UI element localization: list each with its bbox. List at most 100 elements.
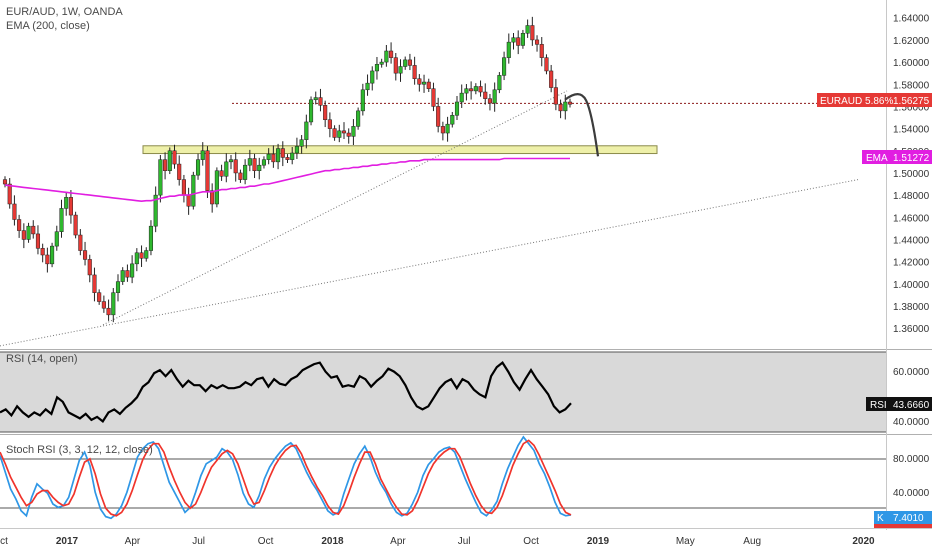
ema-legend[interactable]: EMA (200, close) — [6, 20, 90, 32]
svg-text:43.6660: 43.6660 — [893, 400, 930, 411]
candle-body — [186, 194, 191, 207]
price-tick: 1.46000 — [893, 213, 930, 224]
candle-body — [294, 146, 299, 154]
candle-body — [261, 159, 267, 166]
candle-body — [285, 157, 290, 160]
candle-body — [567, 101, 573, 105]
candle-body — [257, 164, 262, 171]
time-tick: Jul — [458, 536, 471, 547]
candle-body — [445, 123, 450, 134]
rsi-legend[interactable]: RSI (14, open) — [6, 353, 78, 365]
price-axis[interactable]: 1.64000 1.62000 1.60000 1.58000 1.56000 1.540… — [893, 14, 930, 335]
candle-body — [327, 119, 332, 129]
stoch-d-line — [0, 439, 572, 517]
candle-body — [351, 126, 356, 137]
price-tick: 1.40000 — [893, 280, 930, 291]
candle-body — [318, 97, 323, 106]
candle-body — [365, 82, 370, 91]
price-tick: 1.44000 — [893, 235, 930, 246]
price-tick: 1.62000 — [893, 36, 930, 47]
candle-body — [313, 97, 318, 101]
candle-body — [553, 87, 558, 105]
rsi-tick-60: 60.0000 — [893, 367, 930, 378]
candle-body — [40, 248, 45, 256]
candle-body — [403, 59, 408, 67]
rsi-value-tag[interactable]: RSI 43.6660 — [866, 397, 932, 411]
stoch-k-tag[interactable]: K 7.4010 — [874, 511, 932, 528]
candle-body — [153, 194, 158, 227]
last-price-tag[interactable]: EURAUD 5.86% 1.56275 — [817, 93, 932, 107]
time-tick: Apr — [390, 536, 406, 547]
candle-body — [558, 103, 563, 112]
candle-body — [111, 292, 116, 316]
candle-body — [459, 92, 464, 103]
candle-body — [130, 263, 135, 278]
candle-body — [478, 86, 483, 93]
candle-body — [191, 174, 196, 207]
candle-body — [308, 99, 314, 123]
candle-body — [214, 170, 219, 205]
candle-body — [45, 254, 50, 265]
candle-body — [473, 86, 478, 92]
candle-body — [148, 225, 154, 251]
time-tick: 2018 — [321, 536, 344, 547]
candle-body — [238, 172, 243, 180]
candle-body — [304, 121, 309, 140]
candle-body — [323, 105, 328, 120]
price-tick: 1.58000 — [893, 80, 930, 91]
candle-body — [59, 208, 64, 232]
candle-body — [497, 75, 502, 91]
candle-body — [483, 91, 488, 99]
candle-body — [426, 81, 431, 89]
time-tick: Apr — [125, 536, 141, 547]
svg-text:7.4010: 7.4010 — [893, 513, 924, 524]
support-zone[interactable] — [142, 145, 658, 155]
candle-body — [356, 110, 361, 127]
stoch-tick-80: 80.0000 — [893, 454, 930, 465]
candle-body — [511, 37, 516, 43]
candle-body — [563, 101, 568, 112]
time-tick: May — [676, 536, 695, 547]
time-tick: Aug — [743, 536, 761, 547]
rsi-tick-40: 40.0000 — [893, 417, 930, 428]
ema-tag[interactable]: EMA 1.51272 — [862, 150, 932, 164]
candle-body — [464, 88, 469, 94]
candle-body — [233, 159, 238, 174]
candle-body — [26, 225, 31, 240]
candle-body — [205, 150, 210, 191]
candle-body — [379, 61, 384, 65]
candle-body — [360, 89, 365, 112]
price-tick: 1.50000 — [893, 169, 930, 180]
time-axis[interactable]: Oct 2017 Apr Jul Oct 2018 Apr Jul Oct 2019 May Aug 2… — [0, 536, 875, 547]
candle-body — [290, 152, 295, 160]
candle-body — [374, 64, 380, 72]
candle-body — [82, 250, 88, 260]
candle-body — [436, 106, 441, 127]
candle-body — [125, 270, 130, 278]
candle-body — [228, 159, 234, 163]
candle-body — [431, 88, 436, 107]
candle-body — [502, 57, 507, 76]
candle-body — [398, 66, 403, 74]
candle-body — [299, 139, 304, 147]
candle-body — [337, 130, 342, 138]
rsi-pane — [0, 352, 886, 432]
svg-text:EMA: EMA — [866, 153, 888, 164]
candle-body — [167, 150, 172, 171]
candle-body — [219, 170, 224, 177]
candle-body — [21, 230, 26, 240]
candle-body — [92, 274, 97, 293]
time-tick: Jul — [192, 536, 205, 547]
candle-body — [516, 37, 521, 46]
candle-body — [454, 101, 460, 116]
svg-text:1.56275: 1.56275 — [893, 96, 930, 107]
time-tick: Oct — [0, 536, 8, 547]
symbol-legend[interactable]: EUR/AUD, 1W, OANDA — [6, 6, 123, 18]
candle-body — [530, 25, 535, 41]
projection-curve[interactable] — [564, 93, 600, 157]
candle-body — [144, 250, 149, 259]
candle-body — [181, 179, 186, 196]
candle-body — [64, 197, 69, 209]
stoch-legend[interactable]: Stoch RSI (3, 3, 12, 12, close) — [6, 444, 153, 456]
svg-text:K: K — [877, 513, 884, 524]
